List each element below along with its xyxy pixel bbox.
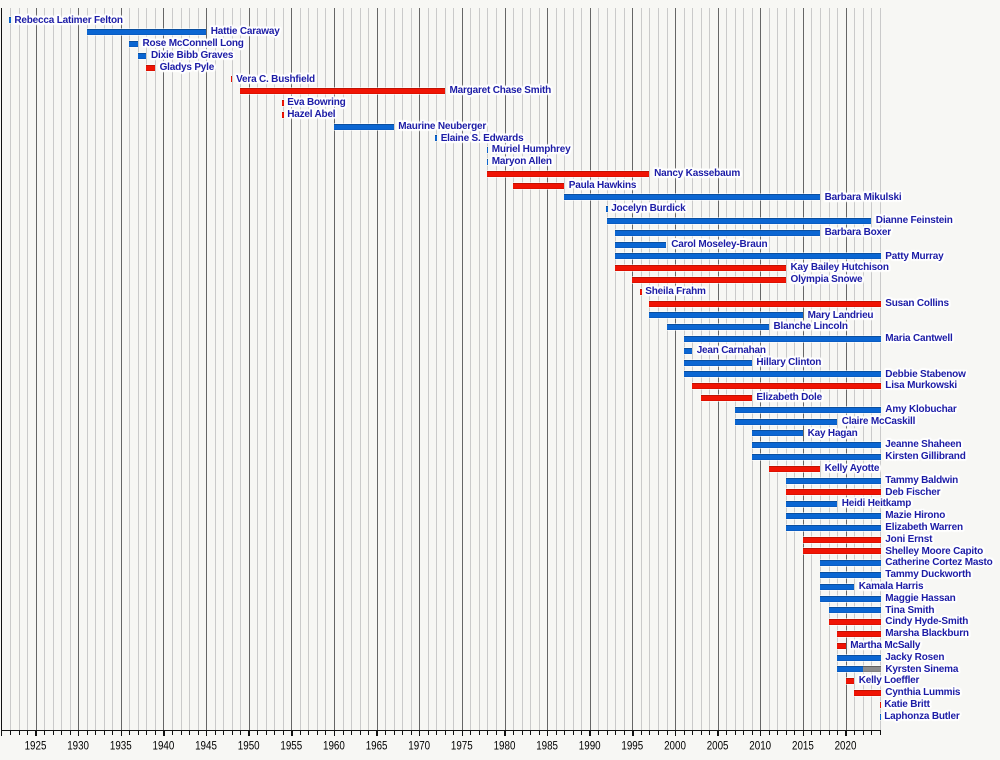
svg-text:1975: 1975 [451, 740, 473, 752]
svg-text:1930: 1930 [67, 740, 89, 752]
svg-text:2020: 2020 [835, 740, 857, 752]
svg-text:1985: 1985 [536, 740, 558, 752]
svg-text:1995: 1995 [621, 740, 643, 752]
svg-text:1980: 1980 [494, 740, 516, 752]
svg-text:1950: 1950 [238, 740, 260, 752]
svg-text:1970: 1970 [408, 740, 430, 752]
svg-text:2000: 2000 [664, 740, 686, 752]
svg-text:1955: 1955 [280, 740, 302, 752]
svg-text:1935: 1935 [110, 740, 132, 752]
svg-text:2005: 2005 [707, 740, 729, 752]
svg-text:1965: 1965 [366, 740, 388, 752]
svg-text:1990: 1990 [579, 740, 601, 752]
svg-text:1940: 1940 [153, 740, 175, 752]
svg-text:1925: 1925 [25, 740, 47, 752]
svg-text:2015: 2015 [792, 740, 814, 752]
svg-text:1960: 1960 [323, 740, 345, 752]
svg-text:2010: 2010 [749, 740, 771, 752]
svg-text:1945: 1945 [195, 740, 217, 752]
